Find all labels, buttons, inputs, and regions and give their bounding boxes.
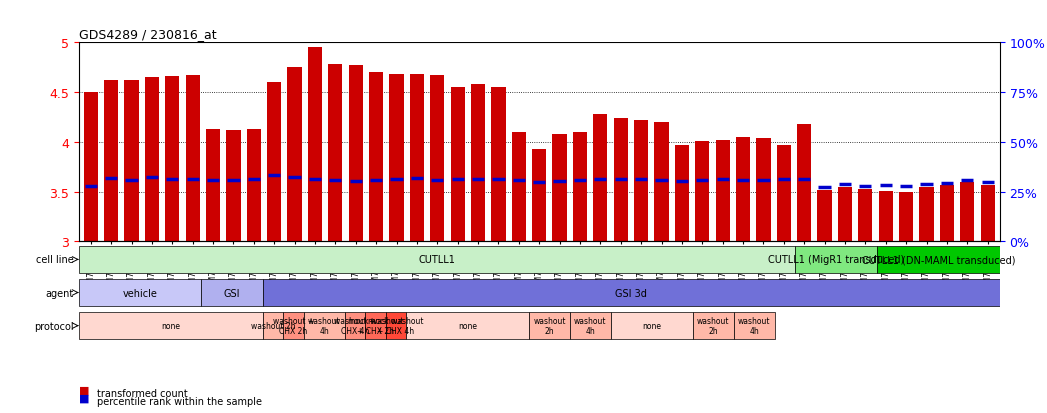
Text: GSI: GSI [224, 288, 241, 298]
Bar [570, 313, 610, 339]
Text: vehicle: vehicle [122, 288, 157, 298]
Text: washout
4h: washout 4h [574, 316, 606, 335]
Bar [715, 140, 730, 242]
Bar [79, 247, 795, 273]
Bar [263, 313, 284, 339]
Bar [144, 78, 159, 242]
Bar [263, 280, 1000, 306]
Text: none: none [458, 321, 477, 330]
Bar [594, 115, 607, 242]
Bar [573, 133, 587, 242]
Text: washout 2h: washout 2h [251, 321, 295, 330]
Bar [125, 81, 138, 242]
Bar [859, 189, 872, 242]
Bar [471, 85, 485, 242]
Bar [328, 65, 342, 242]
Bar [84, 93, 97, 242]
Text: none: none [642, 321, 662, 330]
Bar [693, 313, 734, 339]
Bar [304, 313, 344, 339]
Text: agent: agent [45, 288, 73, 298]
Text: CUTLL1 (MigR1 transduced): CUTLL1 (MigR1 transduced) [767, 255, 905, 265]
Bar [919, 187, 934, 242]
Bar [247, 130, 261, 242]
Text: mock washout
+ CHX 2h: mock washout + CHX 2h [348, 316, 403, 335]
Text: cell line: cell line [36, 255, 73, 265]
Bar [385, 313, 406, 339]
Bar [532, 150, 547, 242]
Bar [614, 119, 628, 242]
Bar [777, 145, 790, 242]
Bar [104, 81, 118, 242]
Bar [512, 133, 526, 242]
Text: GDS4289 / 230816_at: GDS4289 / 230816_at [79, 28, 216, 41]
Text: washout
4h: washout 4h [308, 316, 340, 335]
Text: transformed count: transformed count [97, 388, 188, 398]
Bar [634, 121, 648, 242]
Text: washout
2h: washout 2h [533, 316, 565, 335]
Text: washout
4h: washout 4h [738, 316, 771, 335]
Bar [409, 75, 424, 242]
Bar [288, 68, 302, 242]
Bar [674, 145, 689, 242]
Bar [389, 75, 404, 242]
Bar [838, 187, 852, 242]
Bar [756, 138, 771, 242]
Bar [610, 313, 693, 339]
Bar [406, 313, 529, 339]
Text: ■: ■ [79, 385, 89, 394]
Text: mock washout
+ CHX 4h: mock washout + CHX 4h [369, 316, 424, 335]
Text: washout
2h: washout 2h [697, 316, 730, 335]
Bar [349, 66, 363, 242]
Text: percentile rank within the sample: percentile rank within the sample [97, 396, 263, 406]
Bar [450, 88, 465, 242]
Bar [185, 76, 200, 242]
Bar [877, 247, 1000, 273]
Bar [369, 73, 383, 242]
Bar [795, 247, 877, 273]
Bar [734, 313, 775, 339]
Bar [553, 135, 566, 242]
Bar [797, 125, 811, 242]
Bar [226, 131, 241, 242]
Bar [960, 182, 975, 242]
Bar [818, 190, 831, 242]
Bar [308, 48, 322, 242]
Text: CUTLL1 (DN-MAML transduced): CUTLL1 (DN-MAML transduced) [862, 255, 1016, 265]
Bar [284, 313, 304, 339]
Bar [695, 142, 710, 242]
Text: CUTLL1: CUTLL1 [419, 255, 455, 265]
Bar [344, 313, 365, 339]
Bar [201, 280, 263, 306]
Bar [940, 185, 954, 242]
Bar [654, 123, 669, 242]
Bar [430, 76, 444, 242]
Bar [267, 83, 282, 242]
Bar [206, 130, 220, 242]
Text: ■: ■ [79, 393, 89, 403]
Bar [736, 138, 751, 242]
Bar [79, 280, 201, 306]
Text: GSI 3d: GSI 3d [616, 288, 647, 298]
Bar [878, 191, 893, 242]
Bar [165, 77, 179, 242]
Text: washout +
CHX 4h: washout + CHX 4h [334, 316, 376, 335]
Bar [365, 313, 385, 339]
Bar [529, 313, 570, 339]
Text: none: none [161, 321, 180, 330]
Bar [491, 88, 506, 242]
Text: washout +
CHX 2h: washout + CHX 2h [273, 316, 314, 335]
Bar [981, 185, 995, 242]
Bar [79, 313, 263, 339]
Text: protocol: protocol [34, 321, 73, 331]
Bar [899, 192, 913, 242]
